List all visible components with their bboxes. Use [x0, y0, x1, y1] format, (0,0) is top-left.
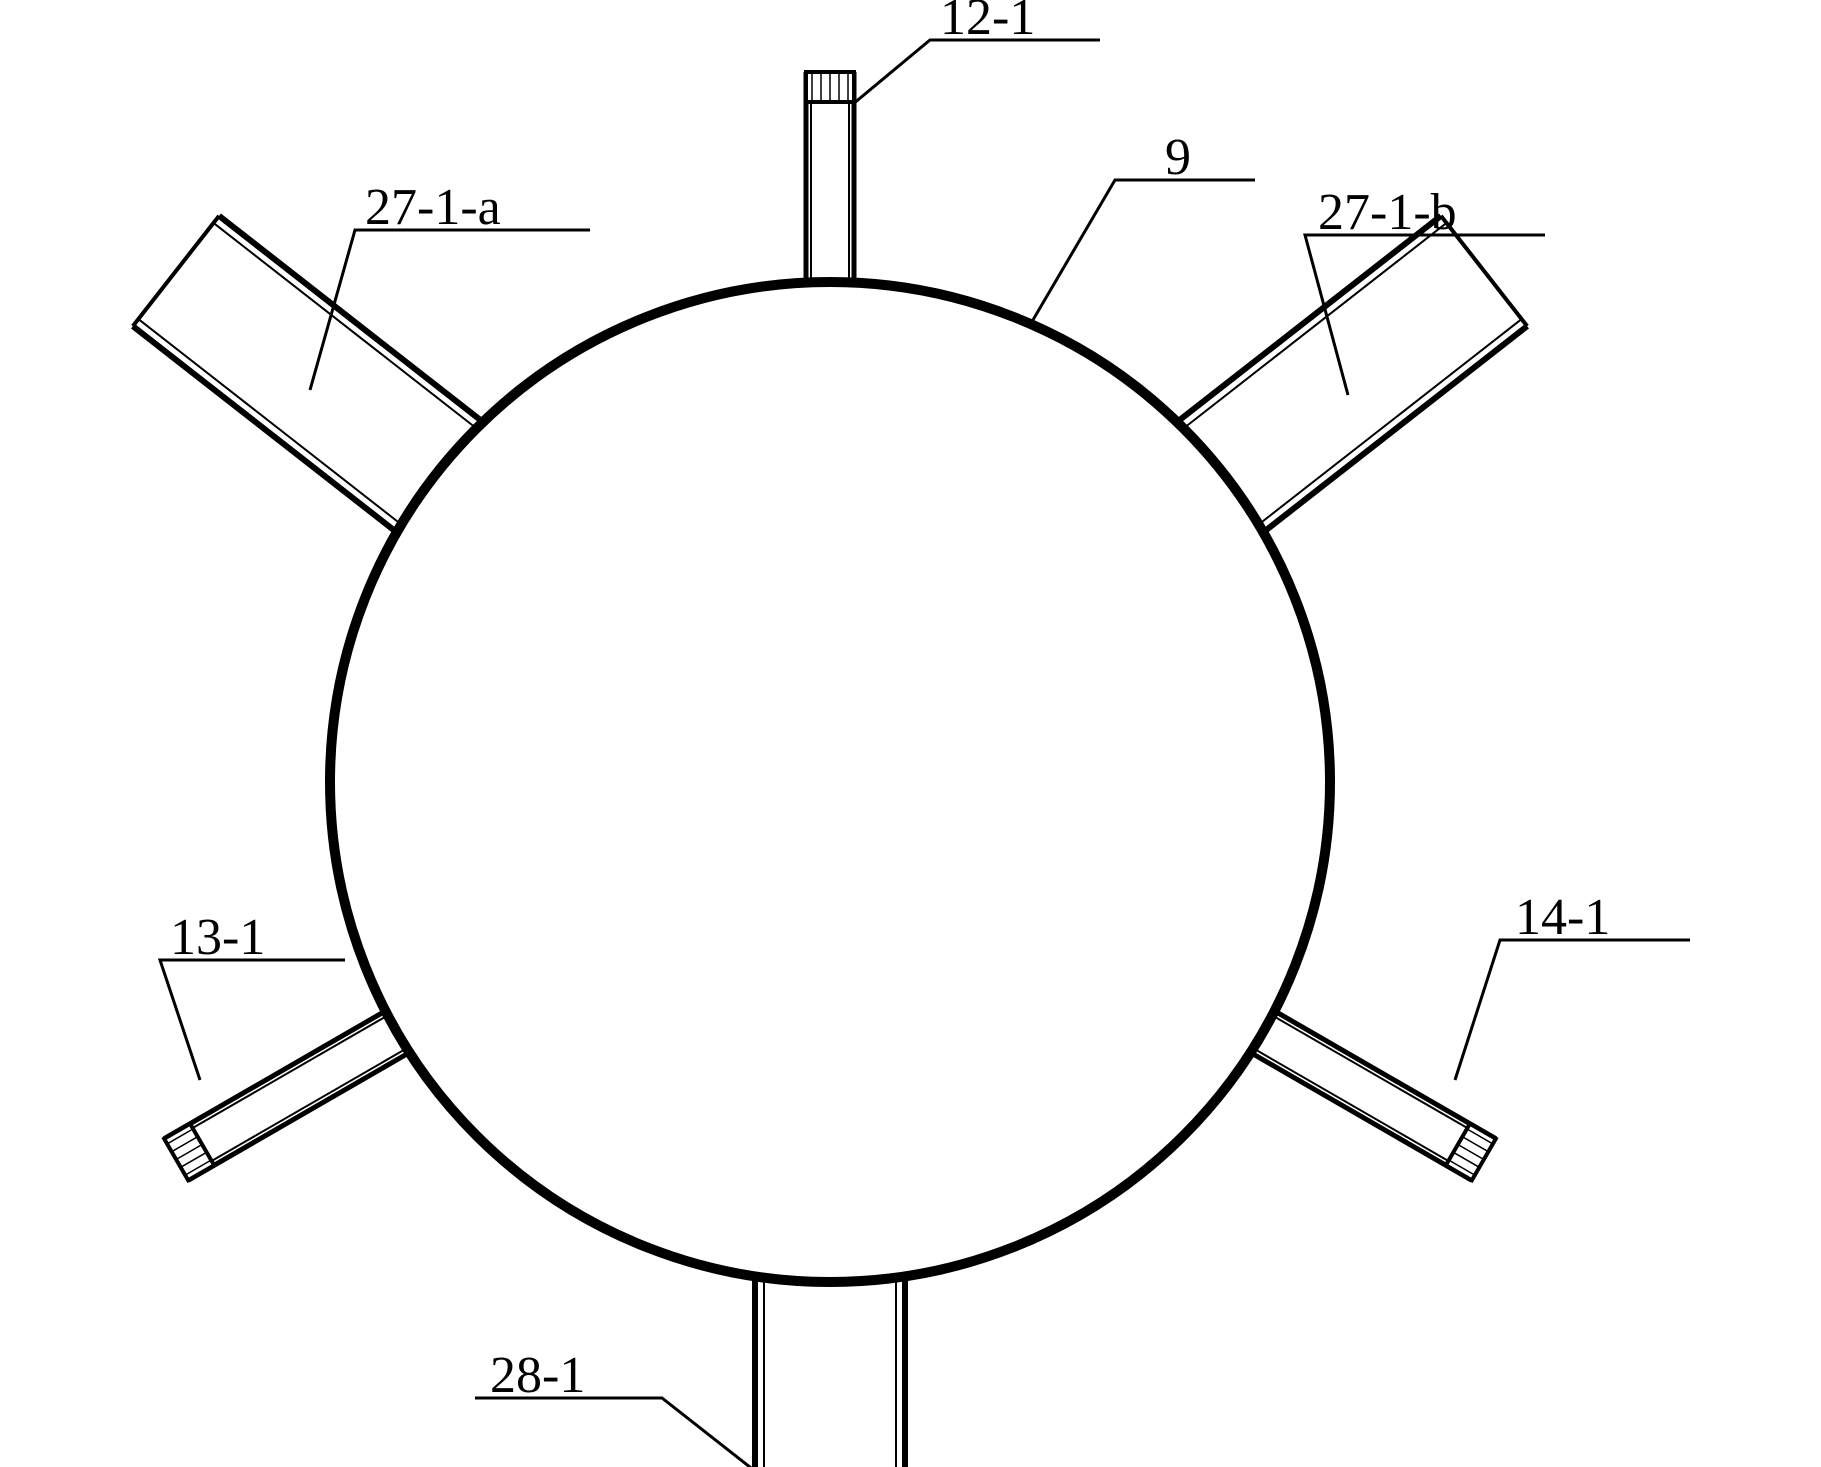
port-p14_1	[1249, 1010, 1496, 1180]
port-p12_1	[806, 72, 854, 285]
callout-c12_1: 12-1	[853, 0, 1100, 104]
callout-label-c28_1: 28-1	[490, 1347, 585, 1404]
callout-label-c13_1: 13-1	[170, 909, 265, 966]
callout-label-c9: 9	[1165, 129, 1191, 186]
callout-c28_1: 28-1	[475, 1347, 760, 1467]
callout-label-c12_1: 12-1	[940, 0, 1035, 46]
callout-label-c14_1: 14-1	[1515, 889, 1610, 946]
callout-c9: 9	[1030, 129, 1255, 325]
callout-c14_1: 14-1	[1455, 889, 1690, 1080]
callout-label-c27_1_b: 27-1-b	[1318, 184, 1457, 241]
port-p28_1	[755, 1274, 905, 1467]
port-p13_1	[164, 1010, 411, 1180]
callout-label-c27_1_a: 27-1-a	[365, 179, 501, 236]
main-vessel-circle	[330, 282, 1330, 1282]
